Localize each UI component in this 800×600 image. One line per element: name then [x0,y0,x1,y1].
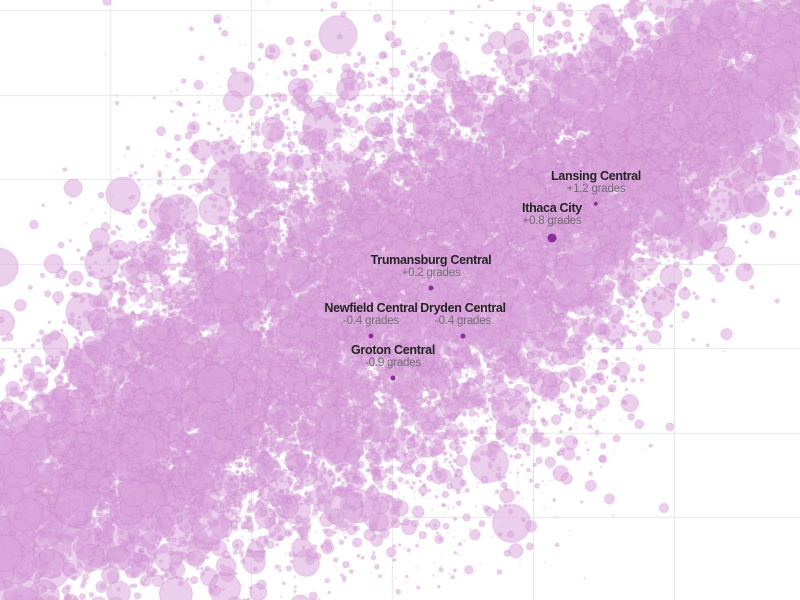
district-marker-ithaca-city[interactable] [547,233,557,243]
district-marker-dryden-central[interactable] [460,333,466,339]
district-marker-lansing-central[interactable] [593,201,599,207]
district-marker-trumansburg-central[interactable] [428,285,434,291]
district-marker-groton-central[interactable] [390,375,396,381]
district-marker-newfield-central[interactable] [368,333,374,339]
